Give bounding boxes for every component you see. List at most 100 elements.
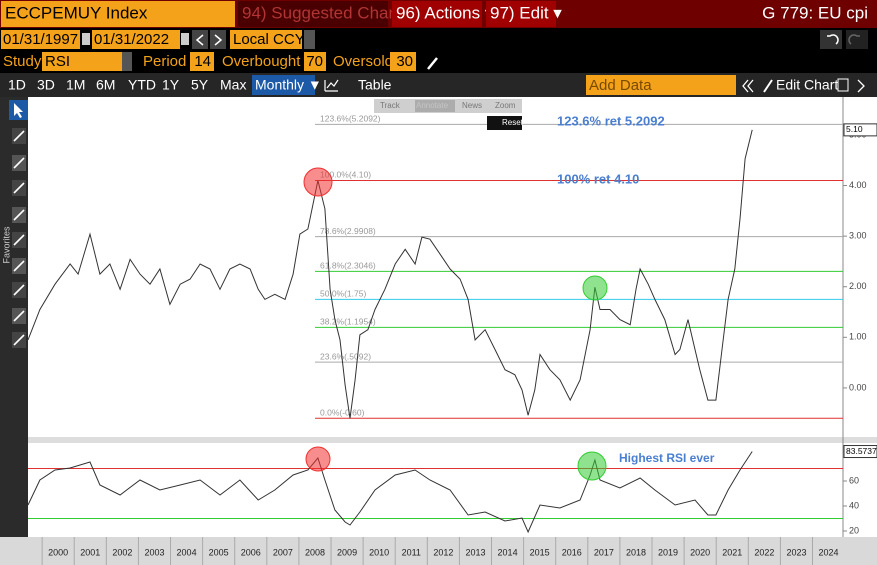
undo-icon: [827, 34, 839, 45]
y-tick-label: 4.00: [849, 180, 867, 190]
y-tick-label: 60: [849, 475, 859, 485]
period-button[interactable]: Max: [220, 77, 246, 93]
study-dropdown[interactable]: [122, 52, 132, 71]
suggested-charts: 94) Suggested Charts: [242, 3, 407, 22]
period-input[interactable]: [190, 52, 214, 71]
table-button[interactable]: Table: [358, 77, 392, 93]
period-button[interactable]: YTD: [128, 77, 156, 93]
currency-input[interactable]: [230, 30, 302, 49]
x-tick-label: 2010: [369, 547, 389, 557]
last-value-label: 5.10: [846, 124, 863, 134]
suggested-button[interactable]: [238, 1, 388, 27]
period-button[interactable]: 1M: [66, 77, 85, 93]
prev-button[interactable]: [192, 30, 208, 49]
period-label: Period: [143, 53, 186, 70]
x-tick-label: 2021: [722, 547, 742, 557]
actions-button[interactable]: [392, 1, 482, 27]
retracement-label: 50.0%(1.75): [320, 289, 366, 299]
tool-icon: [13, 310, 25, 322]
x-axis-strip: [0, 537, 877, 565]
highlight-circle: [577, 451, 607, 481]
calendar-icon[interactable]: [181, 33, 189, 45]
x-tick-label: 2004: [177, 547, 197, 557]
highlight-circle: [303, 167, 333, 197]
period-button[interactable]: 6M: [96, 77, 115, 93]
x-tick-label: 2020: [690, 547, 710, 557]
actions-menu: 96) Actions ▾: [396, 3, 494, 22]
prev-icon: [195, 34, 204, 46]
redo-button[interactable]: [846, 30, 868, 49]
period-button[interactable]: 1D: [8, 77, 26, 93]
y-tick-label: 0.00: [849, 382, 867, 392]
calendar-icon[interactable]: [82, 33, 90, 45]
panel-divider: [28, 437, 877, 443]
add-data: Add Data: [589, 77, 652, 94]
study-input[interactable]: [42, 52, 122, 71]
active-tool-bg: [415, 100, 455, 112]
currency-dropdown[interactable]: [304, 30, 315, 49]
retracement-label: 38.2%(1.1954): [320, 317, 376, 327]
x-tick-label: 2023: [786, 547, 806, 557]
x-tick-label: 2005: [209, 547, 229, 557]
highlight-circle: [582, 275, 608, 301]
ticker-input[interactable]: [1, 1, 235, 27]
retracement-label: 61.8%(2.3046): [320, 261, 376, 271]
retracement-label: 123.6%(5.2092): [320, 114, 381, 124]
pencil-icon: [763, 79, 773, 93]
annotation: 100% ret 4.10: [557, 171, 639, 186]
oversold-input[interactable]: [390, 52, 416, 71]
overbought-label: Overbought: [222, 53, 301, 70]
chart-tool-button[interactable]: News: [462, 101, 482, 110]
end-date: 01/31/2022: [94, 31, 169, 48]
edit-button[interactable]: [486, 1, 556, 27]
overbought: 70: [306, 53, 323, 70]
tool-icon: [13, 260, 25, 272]
start-date-input[interactable]: [1, 30, 80, 49]
reset-button[interactable]: [487, 116, 522, 130]
frequency: Monthly ▼: [255, 77, 322, 93]
chart-tool-button[interactable]: Zoom: [495, 101, 516, 110]
reset-label: Reset: [502, 118, 524, 127]
period-button[interactable]: 1Y: [162, 77, 180, 93]
settings-icon: [857, 79, 865, 93]
tool-icon: [13, 234, 25, 246]
oversold-label: Oversold: [333, 53, 393, 70]
add-data-input[interactable]: [586, 75, 736, 95]
x-tick-label: 2015: [530, 547, 550, 557]
end-date-input[interactable]: [92, 30, 180, 49]
x-tick-label: 2002: [112, 547, 132, 557]
period-button[interactable]: 3D: [37, 77, 55, 93]
x-tick-label: 2024: [819, 547, 839, 557]
last-value-label: 83.5737: [846, 446, 877, 456]
x-tick-label: 2000: [48, 547, 68, 557]
y-tick-label: 2.00: [849, 281, 867, 291]
overbought-input[interactable]: [304, 52, 326, 71]
x-tick-label: 2007: [273, 547, 293, 557]
tool-icon: [13, 182, 25, 194]
study-label: Study: [3, 53, 42, 70]
x-tick-label: 2016: [562, 547, 582, 557]
chart-tool-button[interactable]: Track: [380, 101, 401, 110]
x-tick-label: 2018: [626, 547, 646, 557]
x-tick-label: 2012: [433, 547, 453, 557]
edit-chart-button[interactable]: Edit Chart: [776, 77, 838, 93]
x-tick-label: 2019: [658, 547, 678, 557]
y-tick-label: 20: [849, 525, 859, 535]
x-tick-label: 2022: [754, 547, 774, 557]
x-tick-label: 2011: [402, 547, 421, 557]
period: 14: [194, 53, 211, 70]
frequency-button[interactable]: [252, 75, 315, 95]
study-name: RSI: [45, 53, 70, 70]
collapse-icon: [742, 79, 754, 93]
tool-icon: [13, 334, 25, 346]
period-button[interactable]: 5Y: [191, 77, 209, 93]
y-tick-label: 1.00: [849, 332, 867, 342]
retracement-label: 100.0%(4.10): [320, 170, 371, 180]
oversold: 30: [396, 53, 413, 70]
tool-icon: [13, 157, 25, 169]
x-tick-label: 2001: [80, 547, 100, 557]
highlight-circle: [305, 446, 331, 472]
x-tick-label: 2014: [498, 547, 518, 557]
next-button[interactable]: [210, 30, 226, 49]
